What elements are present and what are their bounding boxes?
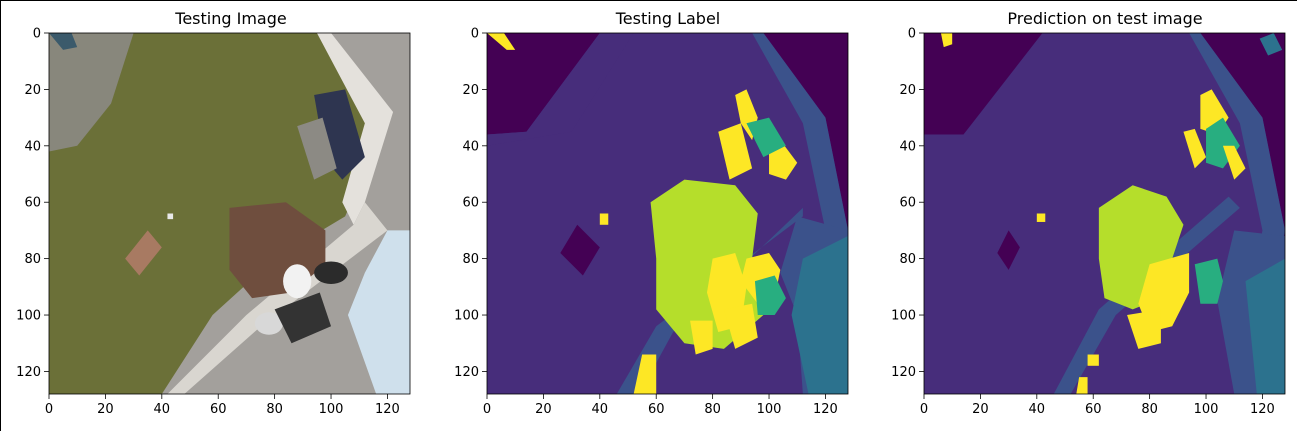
y-tick-label: 100 <box>16 309 41 324</box>
y-tick-label: 20 <box>462 83 479 98</box>
y-tick-label: 60 <box>24 196 41 211</box>
x-tick-label: 60 <box>210 402 227 417</box>
x-tick-label: 100 <box>1194 402 1219 417</box>
x-tick-label: 0 <box>483 402 491 417</box>
panel-testing-label: Testing Label 0 20 40 60 80 100 1 <box>454 9 849 418</box>
y-tick-label: 40 <box>462 139 479 154</box>
x-tick-label: 100 <box>319 402 344 417</box>
y-tick-label: 0 <box>33 27 41 42</box>
panel-title: Testing Label <box>615 9 721 28</box>
y-tick-label: 120 <box>454 365 479 380</box>
x-tick-label: 0 <box>920 402 928 417</box>
x-tick-label: 40 <box>592 402 609 417</box>
label-mask <box>487 33 848 394</box>
x-tick-label: 20 <box>97 402 114 417</box>
y-tick-label: 80 <box>462 252 479 267</box>
axes-ticks: 0 20 40 60 80 100 120 0 20 40 60 80 100 120 <box>891 27 1275 418</box>
panel-title: Testing Image <box>174 9 286 28</box>
y-tick-label: 80 <box>24 252 41 267</box>
x-tick-label: 60 <box>648 402 665 417</box>
y-tick-label: 120 <box>16 365 41 380</box>
aerial-photo <box>49 33 410 394</box>
y-tick-label: 20 <box>899 83 916 98</box>
x-tick-label: 20 <box>972 402 989 417</box>
y-tick-label: 20 <box>24 83 41 98</box>
x-tick-label: 80 <box>704 402 721 417</box>
x-tick-label: 80 <box>266 402 283 417</box>
y-tick-label: 60 <box>899 196 916 211</box>
x-tick-label: 40 <box>154 402 171 417</box>
x-tick-label: 20 <box>535 402 552 417</box>
x-tick-label: 60 <box>1085 402 1102 417</box>
x-tick-label: 120 <box>375 402 400 417</box>
prediction-mask <box>924 33 1285 394</box>
x-tick-label: 120 <box>1250 402 1275 417</box>
x-tick-label: 120 <box>813 402 838 417</box>
x-tick-label: 0 <box>45 402 53 417</box>
y-tick-label: 80 <box>899 252 916 267</box>
y-tick-label: 100 <box>891 309 916 324</box>
panel-prediction: Prediction on test image 0 20 40 60 80 <box>891 9 1286 418</box>
y-tick-label: 40 <box>899 139 916 154</box>
y-tick-label: 0 <box>471 27 479 42</box>
x-tick-label: 40 <box>1029 402 1046 417</box>
y-tick-label: 0 <box>908 27 916 42</box>
panel-title: Prediction on test image <box>1007 9 1202 28</box>
y-tick-label: 40 <box>24 139 41 154</box>
axes-ticks: 0 20 40 60 80 100 120 0 20 40 60 80 100 120 <box>454 27 838 418</box>
panel-testing-image: Testing Image 0 20 40 60 80 100 120 0 20 40 60 80 10… <box>16 9 411 418</box>
y-tick-label: 120 <box>891 365 916 380</box>
x-tick-label: 100 <box>757 402 782 417</box>
axes-ticks: 0 20 40 60 80 100 120 0 20 40 60 80 100 120 <box>16 27 400 418</box>
y-tick-label: 60 <box>462 196 479 211</box>
x-tick-label: 80 <box>1141 402 1158 417</box>
y-tick-label: 100 <box>454 309 479 324</box>
